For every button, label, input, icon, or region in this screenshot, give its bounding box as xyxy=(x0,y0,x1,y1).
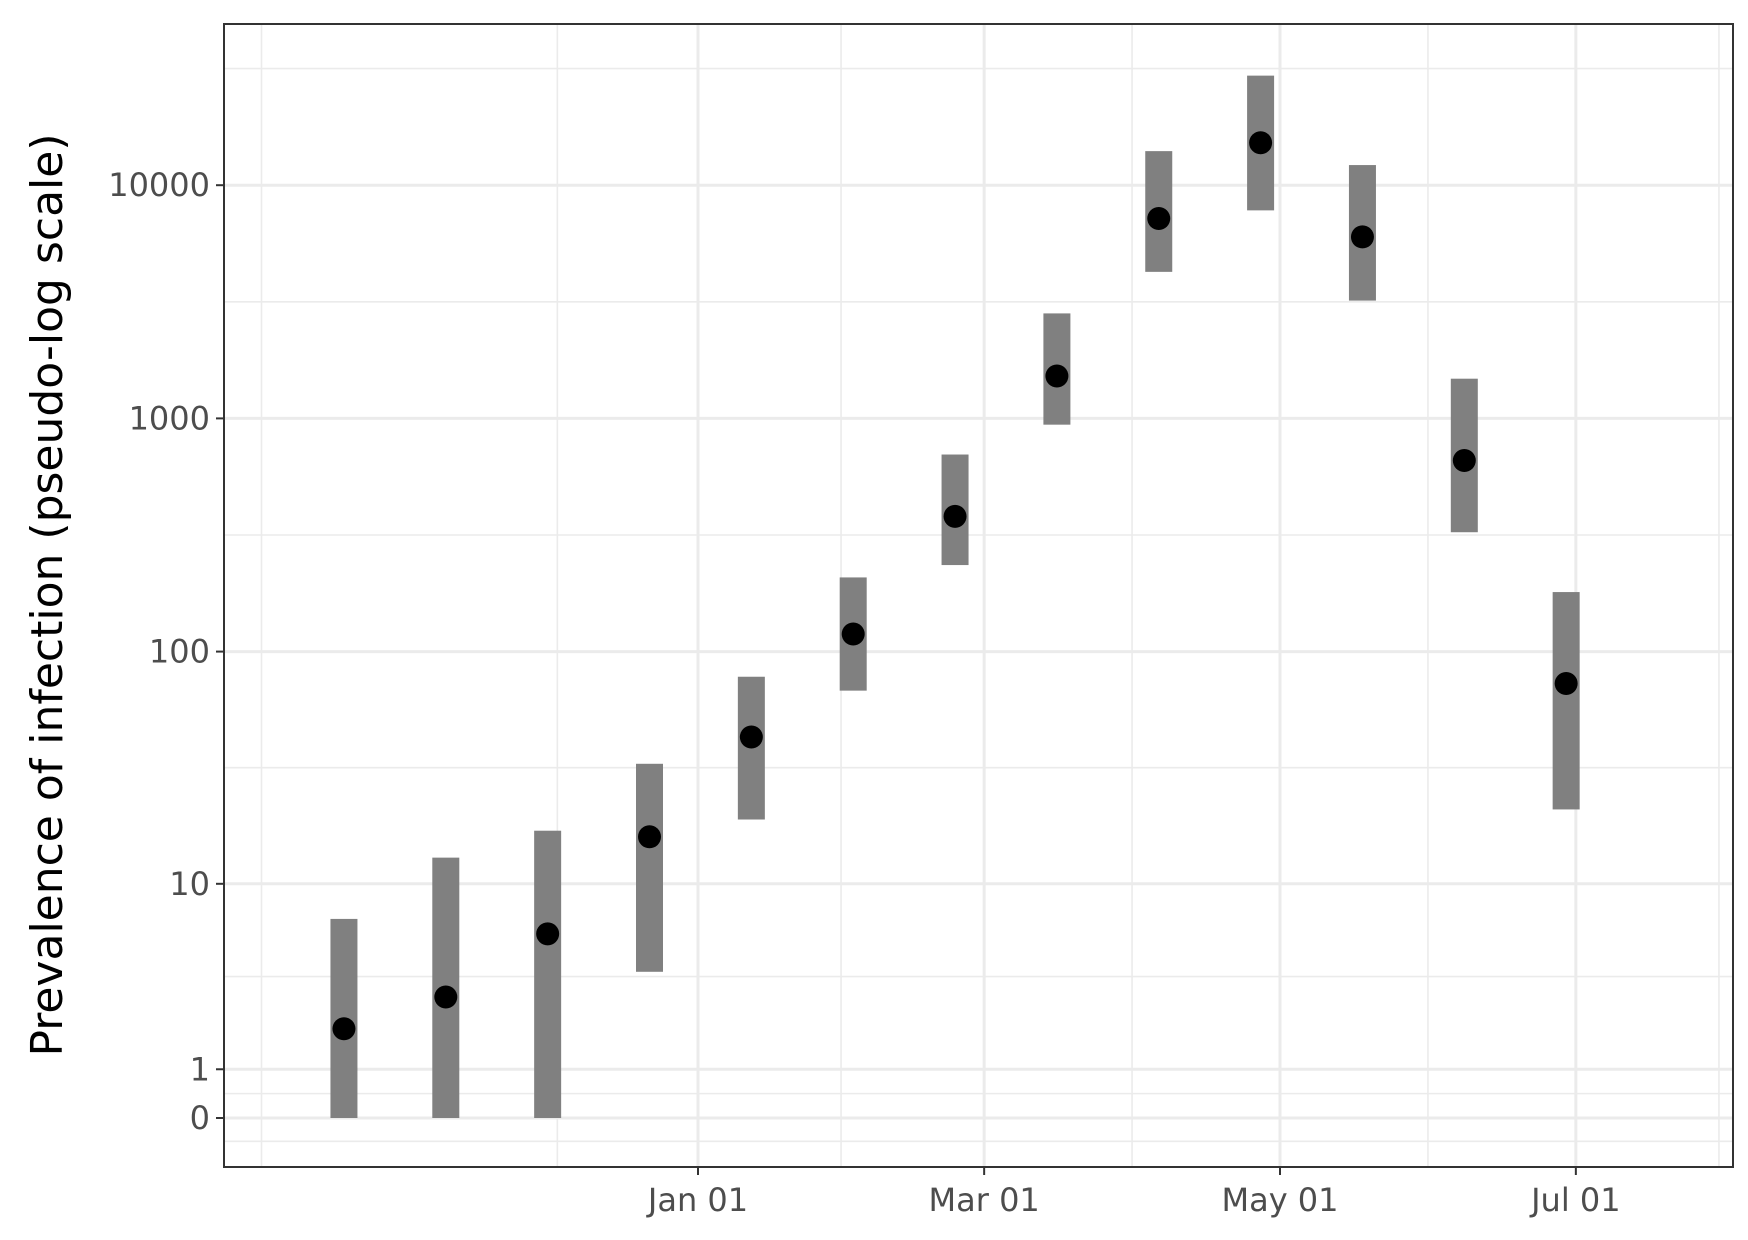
interval-bar xyxy=(1552,592,1580,810)
data-point xyxy=(1147,206,1171,230)
axis-ticks: 0 1 10 100 1000 10000 Jan 01 Mar 01 May 01 Jul 01 xyxy=(108,166,1620,1219)
y-tick-label: 0 xyxy=(190,1099,210,1137)
y-tick-label: 100 xyxy=(149,633,210,671)
interval-bar xyxy=(636,763,663,972)
data-point xyxy=(434,985,458,1009)
data-point xyxy=(332,1017,356,1041)
y-tick-label: 10 xyxy=(169,865,210,903)
y-tick-label: 1 xyxy=(190,1050,210,1088)
y-tick-label: 10000 xyxy=(108,166,210,204)
panel-border xyxy=(223,23,1734,1168)
y-tick-label: 1000 xyxy=(129,399,210,437)
data-point xyxy=(536,922,560,946)
x-tick-label: May 01 xyxy=(1221,1181,1338,1219)
data-point xyxy=(1350,225,1374,249)
data-point xyxy=(841,622,865,646)
data-point xyxy=(943,504,967,528)
data-point xyxy=(1452,448,1476,472)
x-tick-label: Jul 01 xyxy=(1529,1181,1621,1219)
data-point xyxy=(1249,131,1273,155)
data-point xyxy=(638,825,661,849)
data-point xyxy=(1045,364,1069,388)
x-tick-label: Jan 01 xyxy=(646,1181,748,1219)
y-axis-title: Prevalence of infection (pseudo-log scal… xyxy=(22,133,73,1056)
x-tick-label: Mar 01 xyxy=(929,1181,1040,1219)
point-markers xyxy=(332,131,1578,1041)
data-point xyxy=(739,725,763,749)
interval-bar xyxy=(534,830,562,1118)
data-point xyxy=(1554,671,1578,695)
